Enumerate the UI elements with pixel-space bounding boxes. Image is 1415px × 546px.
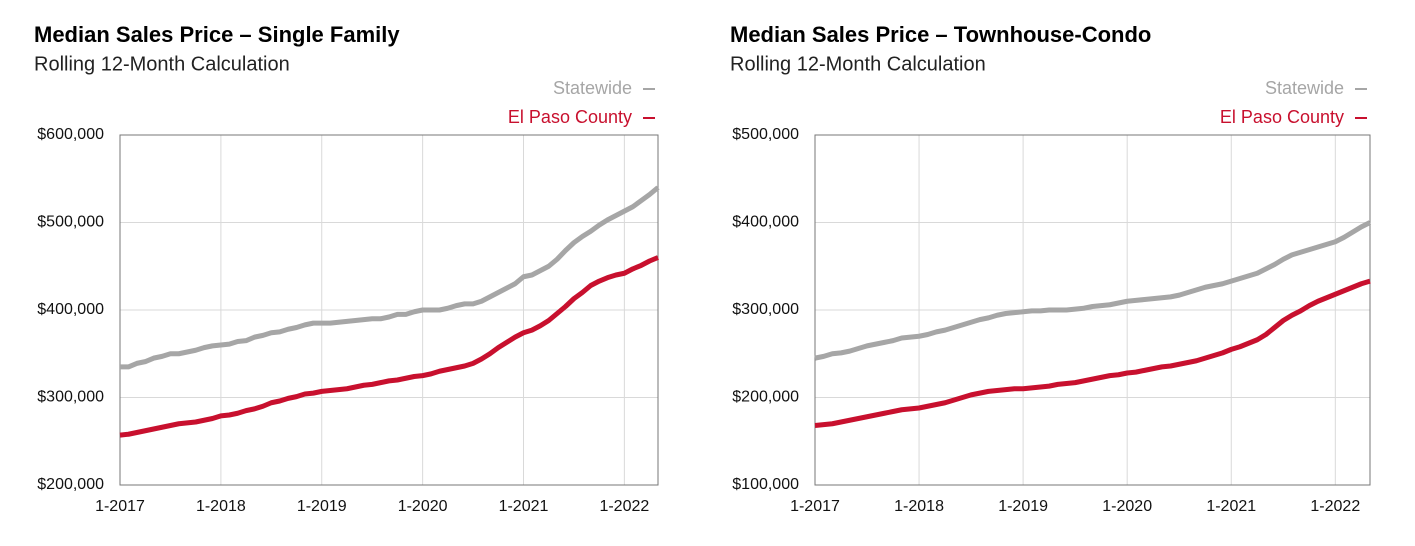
y-tick-label: $600,000 xyxy=(37,126,104,143)
y-tick-label: $400,000 xyxy=(732,214,799,231)
chart-title: Median Sales Price – Single Family xyxy=(34,22,400,47)
x-tick-label: 1-2019 xyxy=(297,498,347,515)
series-line xyxy=(814,278,1371,428)
x-tick-label: 1-2017 xyxy=(790,498,840,515)
series-line xyxy=(120,185,660,370)
y-tick-label: $300,000 xyxy=(732,301,799,318)
x-tick-label: 1-2018 xyxy=(894,498,944,515)
x-tick-label: 1-2021 xyxy=(1206,498,1256,515)
x-tick-label: 1-2020 xyxy=(398,498,448,515)
y-tick-label: $300,000 xyxy=(37,389,104,406)
legend-label: Statewide xyxy=(1265,78,1344,98)
chart-title: Median Sales Price – Townhouse-Condo xyxy=(730,22,1151,47)
x-tick-label: 1-2019 xyxy=(998,498,1048,515)
x-tick-label: 1-2022 xyxy=(599,498,649,515)
series-line xyxy=(119,255,659,438)
x-tick-label: 1-2017 xyxy=(95,498,145,515)
x-tick-label: 1-2022 xyxy=(1310,498,1360,515)
y-tick-label: $200,000 xyxy=(37,476,104,493)
y-tick-label: $400,000 xyxy=(37,301,104,318)
y-tick-label: $200,000 xyxy=(732,389,799,406)
legend-label: Statewide xyxy=(553,78,632,98)
plot-frame xyxy=(814,134,1371,486)
plot-frame xyxy=(119,134,659,486)
y-tick-label: $500,000 xyxy=(37,214,104,231)
x-tick-label: 1-2020 xyxy=(1102,498,1152,515)
legend-label: El Paso County xyxy=(1220,107,1344,127)
y-tick-label: $100,000 xyxy=(732,476,799,493)
x-tick-label: 1-2018 xyxy=(196,498,246,515)
chart-subtitle: Rolling 12-Month Calculation xyxy=(34,53,290,75)
chart-subtitle: Rolling 12-Month Calculation xyxy=(730,53,986,75)
legend-label: El Paso County xyxy=(508,107,632,127)
series-line xyxy=(814,220,1372,361)
y-tick-label: $500,000 xyxy=(732,126,799,143)
x-tick-label: 1-2021 xyxy=(499,498,549,515)
